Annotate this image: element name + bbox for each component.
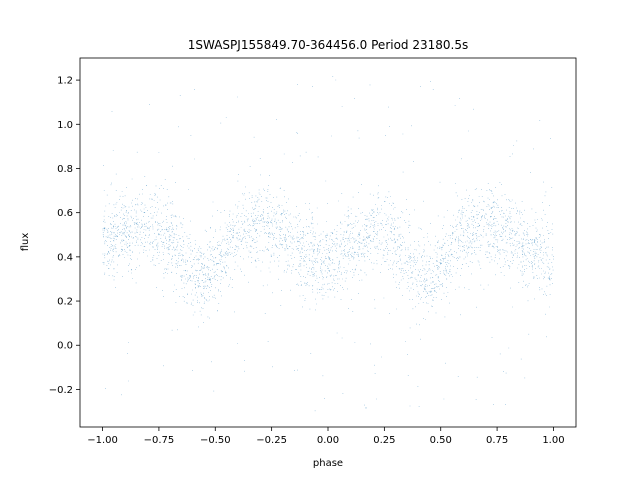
y-tick-label: 0.8 — [57, 164, 73, 175]
y-axis-ticks: −0.2 0.0 0.2 0.4 0.6 0.8 1.0 1.2 — [49, 76, 80, 396]
x-tick-label: 0.25 — [373, 435, 395, 446]
y-tick-label: 1.2 — [57, 76, 73, 87]
y-tick-label: 0.6 — [57, 208, 73, 219]
y-tick-label: 0.4 — [57, 252, 73, 263]
x-tick-label: −0.75 — [144, 435, 175, 446]
x-tick-label: 0.50 — [430, 435, 452, 446]
y-tick-label: 1.0 — [57, 120, 73, 131]
x-tick-label: −0.50 — [200, 435, 231, 446]
x-tick-label: 1.00 — [542, 435, 564, 446]
x-axis-ticks: −1.00 −0.75 −0.50 −0.25 0.00 0.25 0.50 0.75 1.00 — [87, 427, 565, 446]
y-axis-label: flux — [20, 233, 31, 252]
y-tick-label: 0.2 — [57, 297, 73, 308]
x-tick-label: 0.75 — [486, 435, 508, 446]
y-tick-label: 0.0 — [57, 341, 73, 352]
x-tick-label: −1.00 — [87, 435, 118, 446]
chart-title: 1SWASPJ155849.70-364456.0 Period 23180.5… — [188, 38, 468, 52]
y-tick-label: −0.2 — [49, 385, 73, 396]
x-axis-label: phase — [313, 458, 343, 469]
x-tick-label: 0.00 — [317, 435, 339, 446]
x-tick-label: −0.25 — [256, 435, 287, 446]
